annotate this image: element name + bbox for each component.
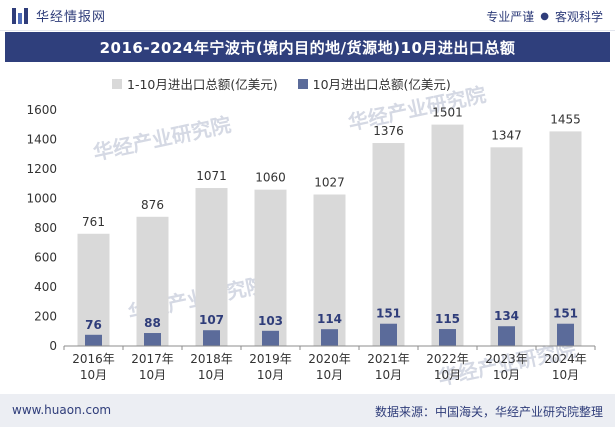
bar-series2 (557, 323, 574, 346)
bar-series1 (77, 233, 110, 346)
x-tick-label-line: 2019年 (249, 352, 292, 366)
x-tick-label: 2020年 10月 (308, 352, 351, 382)
slogan-tags: 专业严谨 ● 客观科学 (486, 8, 603, 25)
x-tick-label: 2019年 10月 (249, 352, 292, 382)
bars-layer (77, 124, 582, 346)
data-label-series2: 76 (85, 318, 102, 332)
data-label-series1: 1501 (432, 106, 463, 120)
x-tick-label: 2021年 10月 (367, 352, 410, 382)
bar-series2 (498, 326, 515, 346)
x-tick-label-line: 10月 (257, 368, 284, 382)
y-tick-label: 1600 (26, 103, 57, 117)
chart-legend: 1-10月进出口总额(亿美元) 10月进出口总额(亿美元) (112, 74, 451, 93)
y-tick-label: 0 (49, 339, 57, 353)
x-tick-label-line: 2018年 (190, 352, 233, 366)
legend-label-series1: 1-10月进出口总额(亿美元) (127, 77, 278, 92)
data-label-series2: 151 (553, 307, 578, 321)
chart-title: 2016-2024年宁波市(境内目的地/货源地)10月进出口总额 (99, 38, 516, 57)
website-link[interactable]: www.huaon.com (12, 403, 112, 417)
x-tick-label-line: 2021年 (367, 352, 410, 366)
bar-series1 (549, 131, 582, 346)
bar-series1 (313, 194, 346, 346)
x-tick-label-line: 10月 (434, 368, 461, 382)
bar-series2 (321, 329, 338, 346)
data-label-series1: 1347 (491, 128, 522, 142)
y-tick-label: 600 (34, 251, 57, 265)
x-tick-label-line: 2022年 (426, 352, 469, 366)
x-tick-label-line: 10月 (198, 368, 225, 382)
footer-bar: www.huaon.com 数据来源：中国海关，华经产业研究院整理 (0, 394, 615, 427)
bar-series2 (439, 329, 456, 346)
y-tick-label: 1000 (26, 192, 57, 206)
bar-series1 (372, 143, 405, 346)
x-tick-label: 2017年 10月 (131, 352, 174, 382)
bullet-icon: ● (540, 11, 549, 22)
bar-series1 (254, 189, 287, 346)
x-axis: 2016年 10月 2017年 10月 2018年 10月 2019年 10月 2020年 10月… (63, 345, 596, 382)
data-label-series2: 115 (435, 312, 460, 326)
data-label-series2: 134 (494, 309, 519, 323)
data-labels: 761 76 876 88 1071 107 1060 103 1027 114 1376 151 15… (82, 106, 581, 332)
data-label-series1: 876 (141, 198, 164, 212)
bar-logo-icon (12, 7, 28, 24)
x-tick-label-line: 10月 (80, 368, 107, 382)
x-tick-label: 2022年 10月 (426, 352, 469, 382)
x-tick-label: 2016年 10月 (72, 352, 115, 382)
y-tick-label: 400 (34, 280, 57, 294)
y-axis: 0 200 400 600 800 1000 1200 1400 1600 (26, 103, 57, 353)
bar-series2 (144, 333, 161, 346)
data-label-series1: 1027 (314, 176, 345, 190)
top-bar: 华经情报网 专业严谨 ● 客观科学 (0, 0, 615, 31)
watermark-text: 华经产业研究院 (346, 82, 488, 135)
x-tick-label: 2018年 10月 (190, 352, 233, 382)
data-source: 数据来源：中国海关，华经产业研究院整理 (374, 405, 603, 419)
watermark-text: 华经产业研究院 (91, 112, 233, 165)
y-tick-label: 200 (34, 310, 57, 324)
tag-right: 客观科学 (554, 10, 603, 24)
data-label-series2: 114 (317, 312, 342, 326)
bar-chart: 华经产业研究院 华经产业研究院 华经产业研究院 华经产业研究院 02004006… (26, 82, 596, 390)
bar-series2 (262, 330, 279, 346)
y-tick-label: 1200 (26, 162, 57, 176)
data-label-series1: 1071 (196, 169, 227, 183)
data-label-series2: 88 (144, 316, 161, 330)
bar-series1 (490, 147, 523, 346)
x-tick-label: 2023年 10月 (485, 352, 528, 382)
data-label-series2: 151 (376, 307, 401, 321)
chart-title-bar: 2016-2024年宁波市(境内目的地/货源地)10月进出口总额 (5, 32, 610, 62)
x-tick-label-line: 2024年 (544, 352, 587, 366)
legend-swatch-series1 (112, 78, 122, 89)
legend-item-series2: 10月进出口总额(亿美元) (297, 74, 451, 93)
brand[interactable]: 华经情报网 (12, 6, 106, 25)
data-label-series1: 761 (82, 215, 105, 229)
x-tick-label-line: 2016年 (72, 352, 115, 366)
bar-series2 (380, 323, 397, 346)
data-label-series2: 107 (199, 313, 224, 327)
legend-item-series1: 1-10月进出口总额(亿美元) (112, 74, 278, 93)
bar-series1 (431, 124, 464, 346)
bar-series2 (203, 330, 220, 346)
bar-series1 (195, 188, 228, 346)
data-label-series2: 103 (258, 314, 283, 328)
bar-series2 (85, 334, 102, 346)
legend-swatch-series2 (297, 78, 308, 89)
x-tick-label-line: 10月 (552, 368, 579, 382)
x-tick-label-line: 10月 (139, 368, 166, 382)
data-label-series1: 1060 (255, 171, 286, 185)
legend-label-series2: 10月进出口总额(亿美元) (312, 77, 451, 92)
data-label-series1: 1376 (373, 124, 404, 138)
x-tick-label-line: 2020年 (308, 352, 351, 366)
tag-left: 专业严谨 (486, 10, 535, 24)
x-tick-label-line: 2017年 (131, 352, 174, 366)
x-tick-label-line: 10月 (493, 368, 520, 382)
data-label-series1: 1455 (550, 112, 581, 126)
x-tick-label: 2024年 10月 (544, 352, 587, 382)
y-tick-label: 1400 (26, 133, 57, 147)
brand-name: 华经情报网 (36, 10, 107, 25)
bar-series1 (136, 216, 169, 346)
x-tick-label-line: 10月 (375, 368, 402, 382)
x-tick-label-line: 10月 (316, 368, 343, 382)
y-tick-label: 800 (34, 221, 57, 235)
x-tick-label-line: 2023年 (485, 352, 528, 366)
